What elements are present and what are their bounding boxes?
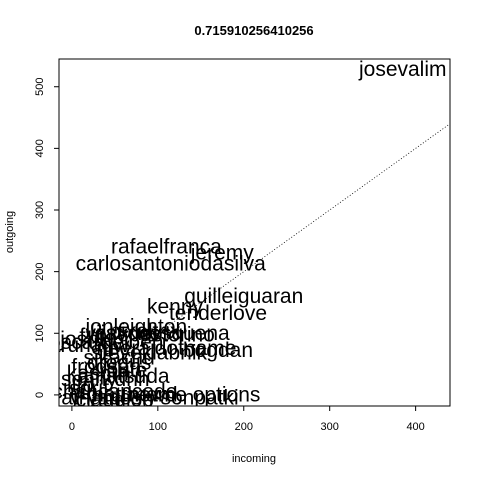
point-label: sgrif bbox=[69, 377, 109, 400]
point-label: lifo bbox=[67, 374, 94, 397]
point-label: steveklabnik bbox=[91, 341, 207, 364]
point-label: arunagw bbox=[49, 334, 130, 357]
point-label: josevalim bbox=[358, 58, 447, 81]
point-label: spastorino bbox=[118, 324, 215, 347]
point-label: dhh bbox=[115, 368, 150, 391]
y-tick-label: 200 bbox=[34, 262, 46, 280]
y-axis-label: outgoing bbox=[4, 211, 16, 253]
point-label: senny bbox=[61, 368, 118, 391]
x-tick-label: 400 bbox=[406, 421, 424, 433]
point-label: prathamesh-sonpatki bbox=[43, 386, 239, 409]
point-label: kenny bbox=[147, 295, 204, 318]
point-label: neerajdotname bbox=[96, 337, 236, 360]
point-label: pixeltrix bbox=[109, 320, 181, 343]
point-label: chancancode bbox=[52, 380, 177, 403]
point-label: drogus bbox=[87, 351, 151, 374]
point-label: nesquena bbox=[137, 322, 230, 345]
point-label: jeremy bbox=[190, 242, 255, 265]
x-tick-label: 300 bbox=[321, 421, 339, 433]
y-tick-label: 100 bbox=[34, 324, 46, 342]
point-label: kaspth bbox=[67, 362, 129, 385]
point-label: amatsuda bbox=[77, 365, 170, 388]
point-label: tenderlove bbox=[169, 302, 267, 325]
y-tick-label: 300 bbox=[34, 201, 46, 219]
y-tick-label: 400 bbox=[34, 139, 46, 157]
point-label: rafaelfranca bbox=[111, 235, 222, 258]
point-label: frodsan bbox=[71, 356, 141, 379]
point-label: sikachu bbox=[84, 346, 155, 369]
x-tick-label: 0 bbox=[69, 421, 75, 433]
point-label: jonleighton bbox=[85, 316, 188, 339]
point-label: bogdan bbox=[183, 339, 253, 362]
point-label: matthewd bbox=[87, 383, 178, 406]
point-label: fxn bbox=[79, 325, 107, 348]
chart-title: 0.715910256410256 bbox=[194, 23, 313, 38]
point-label: claudiob bbox=[76, 388, 154, 411]
x-axis-label: incoming bbox=[232, 453, 276, 465]
reference-line bbox=[71, 123, 450, 396]
y-tick-label: 0 bbox=[34, 392, 46, 398]
y-tick-label: 500 bbox=[34, 78, 46, 96]
point-label: carlosantoniodasilva bbox=[76, 253, 267, 276]
point-label: lest bbox=[90, 322, 123, 345]
point-label: route bbox=[100, 359, 148, 382]
point-label: oscardelben bbox=[49, 331, 163, 354]
point-label: guilleiguaran bbox=[184, 285, 303, 308]
point-label: y-yagi bbox=[70, 386, 126, 409]
x-tick-label: 200 bbox=[235, 421, 253, 433]
point-label: joshk bbox=[59, 328, 110, 351]
point-label: options bbox=[193, 383, 261, 406]
x-tick-label: 100 bbox=[149, 421, 167, 433]
point-label: vijaydev bbox=[86, 322, 162, 345]
point-label: mame bbox=[129, 383, 187, 406]
plot-frame bbox=[58, 58, 451, 407]
